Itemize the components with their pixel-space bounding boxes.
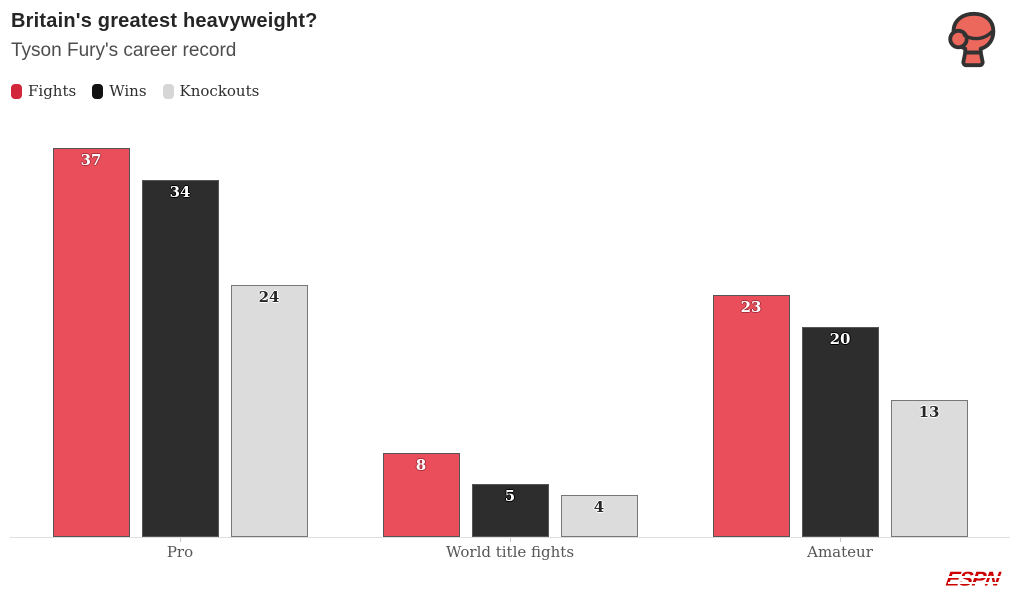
axis-tick	[510, 538, 511, 542]
bar-fights-world-title-fights	[382, 453, 460, 537]
legend-label: Wins	[109, 82, 147, 100]
legend-swatch-wins	[92, 83, 104, 99]
espn-logo-text: ESPN	[944, 568, 1001, 591]
bar-wins-pro	[141, 180, 219, 537]
legend-swatch-fights	[11, 83, 22, 99]
category-label-pro: Pro	[166, 543, 194, 561]
axis-tick	[840, 538, 841, 542]
bar-wins-world-title-fights	[471, 484, 549, 537]
chart-legend: Fights Wins Knockouts	[11, 82, 259, 100]
bar-knockouts-world-title-fights	[560, 495, 638, 537]
page-subtitle: Tyson Fury's career record	[11, 40, 237, 61]
bar-knockouts-pro	[230, 285, 308, 537]
legend-item-fights: Fights	[11, 82, 76, 100]
espn-logo-stripe	[948, 576, 1008, 578]
legend-label: Knockouts	[179, 82, 260, 100]
boxing-glove-icon	[948, 11, 996, 68]
espn-logo-stripe	[948, 582, 1008, 584]
category-label-amateur: Amateur	[807, 543, 873, 561]
bar-fights-pro	[52, 148, 130, 537]
legend-item-wins: Wins	[92, 82, 147, 100]
legend-label: Fights	[28, 82, 77, 100]
bar-wins-amateur	[801, 327, 879, 537]
category-label-world-title-fights: World title fights	[445, 543, 575, 561]
espn-logo: ESPN	[944, 568, 1010, 592]
page-title: Britain's greatest heavyweight?	[11, 10, 318, 32]
bar-knockouts-amateur	[890, 400, 968, 537]
bar-fights-amateur	[712, 295, 790, 537]
legend-swatch-knockouts	[162, 83, 174, 99]
x-axis-line	[10, 537, 1010, 538]
legend-item-knockouts: Knockouts	[162, 82, 260, 100]
axis-tick	[180, 538, 181, 542]
